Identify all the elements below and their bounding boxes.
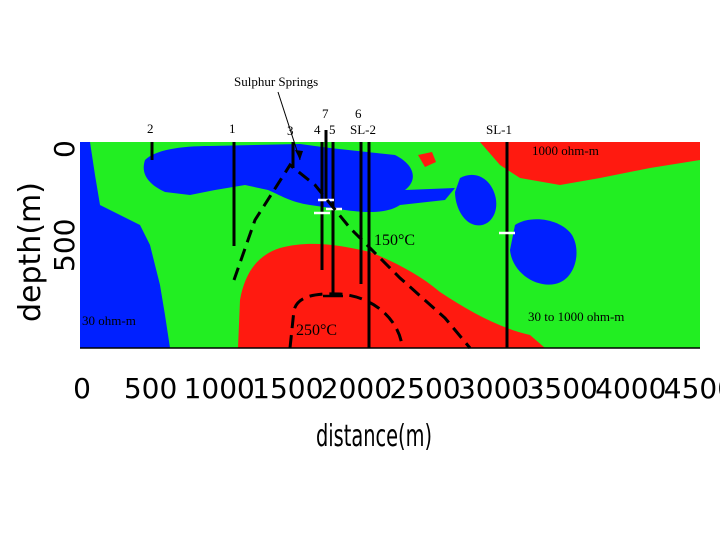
annotation-1000-ohm: 1000 ohm-m — [532, 143, 599, 158]
x-tick-label: 4500 — [664, 372, 720, 405]
well-label-sl1: SL-1 — [486, 122, 512, 137]
high-resistivity-zone-deep — [238, 243, 545, 348]
isotherm-150c — [232, 162, 472, 349]
annotation-30-ohm: 30 ohm-m — [82, 313, 136, 328]
well-label-3: 3 — [287, 123, 294, 138]
well-label-4: 4 — [314, 122, 321, 137]
annotation-250c: 250°C — [296, 322, 337, 339]
sulphur-springs-pointer — [277, 91, 301, 161]
location-label: Sulphur Springs — [234, 74, 318, 89]
high-resistivity-zone-top-right — [480, 142, 700, 185]
x-tick-label: 1000 — [184, 372, 255, 405]
x-tick-label: 2000 — [321, 372, 392, 405]
x-tick-label: 1500 — [252, 372, 323, 405]
y-tick-label-500: 500 — [48, 219, 81, 272]
isotherm-250c — [288, 292, 404, 349]
well-label-6: 6 — [355, 106, 362, 121]
well-label-5: 5 — [329, 122, 336, 137]
low-resistivity-zone-central — [143, 144, 456, 213]
well-label-1: 1 — [229, 121, 236, 136]
well-label-7: 7 — [322, 106, 329, 121]
low-resistivity-zone-right-lower — [510, 219, 577, 285]
x-tick-labels: 0 50010001500200025003000350040004500 — [73, 372, 720, 405]
x-tick-label: 3500 — [527, 372, 598, 405]
annotation-30-1000-ohm: 30 to 1000 ohm-m — [528, 309, 624, 324]
low-resistivity-zone-right-upper — [455, 174, 497, 226]
well-label-2: 2 — [147, 121, 154, 136]
x-tick-label: 2500 — [389, 372, 460, 405]
low-resistivity-zone-left — [80, 142, 170, 348]
x-tick-label: 3000 — [458, 372, 529, 405]
x-axis-label: distance(m) — [316, 419, 432, 454]
well-label-sl2: SL-2 — [350, 122, 376, 137]
high-resistivity-patch-small — [418, 152, 436, 167]
x-tick-label: 500 — [124, 372, 177, 405]
x-tick-label: 4000 — [595, 372, 666, 405]
annotation-150c: 150°C — [374, 232, 415, 249]
x-tick-label: 0 — [73, 372, 91, 405]
y-tick-label-0: 0 — [48, 140, 81, 158]
y-axis-label: depth(m) — [13, 182, 48, 322]
